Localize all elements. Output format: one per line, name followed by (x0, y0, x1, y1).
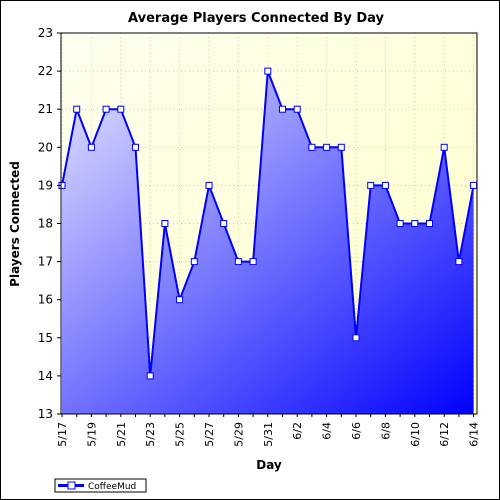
y-tick-label: 13 (38, 407, 53, 421)
x-tick-label: 6/14 (468, 422, 481, 447)
y-tick-label: 22 (38, 64, 53, 78)
y-tick-label: 17 (38, 255, 53, 269)
x-tick-label: 5/17 (56, 422, 69, 447)
x-tick-label: 5/19 (85, 422, 98, 447)
data-point (73, 105, 81, 113)
x-tick-label: 6/12 (438, 422, 451, 447)
data-point (308, 143, 316, 151)
data-point (411, 220, 419, 227)
data-point (455, 258, 463, 266)
legend-swatch-marker (67, 481, 76, 490)
y-tick-label: 19 (38, 178, 53, 192)
series-area-fill (62, 71, 474, 414)
chart-title: Average Players Connected By Day (128, 11, 384, 26)
data-point (102, 105, 110, 113)
data-point (293, 105, 301, 113)
x-tick-label: 6/2 (291, 422, 304, 440)
data-point (205, 181, 213, 189)
x-tick-label: 5/27 (203, 422, 216, 447)
x-tick-label: 5/31 (262, 422, 275, 447)
x-axis-title: Day (256, 458, 282, 472)
data-point (367, 181, 375, 189)
data-point (264, 67, 272, 75)
y-axis-title: Players Connected (8, 161, 22, 287)
x-tick-label: 5/25 (174, 422, 187, 447)
y-tick-label: 21 (38, 102, 53, 116)
x-tick-label: 6/4 (321, 422, 334, 440)
y-tick-label: 15 (38, 331, 53, 345)
data-point (161, 220, 169, 227)
data-point (381, 181, 389, 189)
data-point (87, 143, 95, 151)
y-axis: 13 14 15 16 17 18 19 20 21 22 23 (38, 26, 61, 421)
data-point (440, 143, 448, 151)
data-point (234, 258, 242, 266)
x-tick-label: 6/10 (409, 422, 422, 447)
data-point (190, 258, 198, 266)
data-point (132, 143, 139, 151)
y-tick-label: 20 (38, 140, 53, 154)
data-point (337, 143, 345, 151)
data-point (352, 334, 360, 342)
data-point (470, 181, 478, 189)
data-point (323, 143, 331, 151)
y-tick-label: 23 (38, 26, 53, 40)
y-tick-label: 14 (38, 369, 53, 383)
data-point (249, 258, 257, 266)
x-tick-label: 5/29 (232, 422, 245, 447)
data-point (146, 372, 154, 380)
x-tick-label: 6/6 (350, 422, 363, 440)
data-points (58, 67, 478, 380)
data-point (396, 220, 404, 227)
x-tick-label: 5/23 (144, 422, 157, 447)
data-point (176, 296, 184, 304)
legend: CoffeeMud (54, 478, 147, 493)
legend-box (54, 478, 147, 493)
y-tick-label: 18 (38, 217, 53, 231)
data-point (117, 105, 125, 113)
data-point (220, 220, 228, 227)
legend-label: CoffeeMud (88, 482, 136, 492)
data-point (426, 220, 433, 227)
x-tick-label: 6/8 (379, 422, 392, 440)
data-point (279, 105, 286, 113)
x-tick-label: 5/21 (115, 422, 128, 447)
x-axis: 5/17 5/19 5/21 5/23 5/25 5/27 5/29 5/31 6/2 6/4 6/… (56, 414, 481, 447)
y-tick-label: 16 (38, 293, 53, 307)
